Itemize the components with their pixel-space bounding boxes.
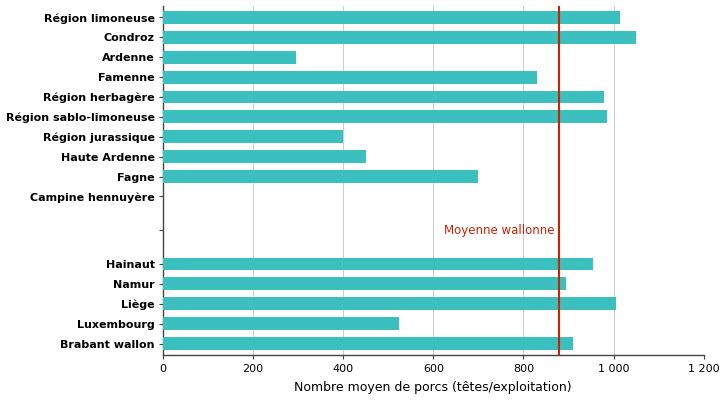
Bar <box>163 31 636 44</box>
Bar <box>163 51 296 64</box>
Bar <box>163 11 621 24</box>
Bar <box>163 110 607 123</box>
X-axis label: Nombre moyen de porcs (têtes/exploitation): Nombre moyen de porcs (têtes/exploitatio… <box>294 382 572 394</box>
Bar <box>163 297 616 310</box>
Bar <box>163 278 566 290</box>
Bar <box>163 71 537 84</box>
Bar <box>163 317 399 330</box>
Bar <box>163 258 593 270</box>
Bar <box>163 337 573 350</box>
Bar <box>163 90 605 104</box>
Text: Moyenne wallonne: Moyenne wallonne <box>444 224 555 237</box>
Bar <box>163 170 479 183</box>
Bar <box>163 150 365 163</box>
Bar <box>163 130 343 143</box>
